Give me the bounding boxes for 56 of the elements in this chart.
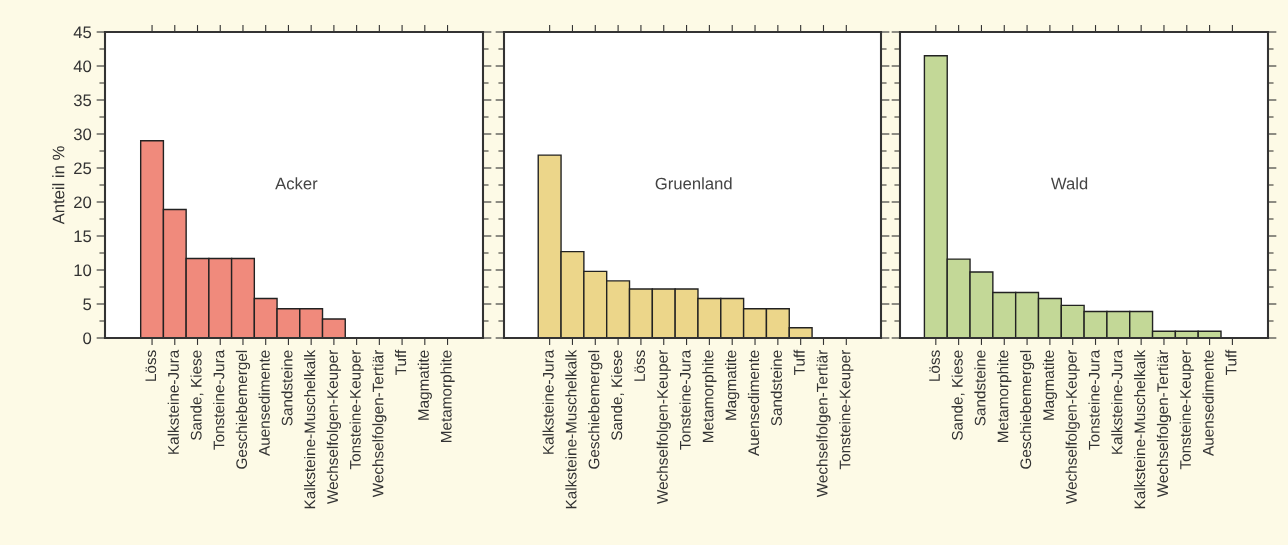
x-tick-label: Tonsteine-Keuper — [1179, 350, 1194, 470]
y-tick-label: 0 — [83, 332, 92, 345]
x-tick-label: Tonsteine-Keuper — [839, 350, 854, 470]
y-tick-label: 15 — [74, 230, 92, 243]
x-tick-label: Sandsteine — [974, 350, 986, 426]
x-tick-label: Löss — [634, 350, 646, 381]
x-tick-label: Wechselfolgen-Tertiär — [372, 350, 387, 498]
y-tick-label: 20 — [74, 196, 92, 209]
y-tick-label: 25 — [74, 162, 92, 175]
x-tick-label: Magmatite — [1042, 350, 1058, 420]
x-tick-label: Tuff — [793, 349, 805, 375]
x-tick-label: Löss — [145, 350, 157, 381]
x-tick-label: Metamorphite — [440, 350, 455, 442]
x-tick-label: Sandsteine — [281, 350, 293, 426]
x-tick-label: Tonsteine-Jura — [679, 349, 691, 450]
annotation: Acker — [275, 177, 318, 190]
x-tick-label: Tonsteine-Keuper — [349, 350, 364, 470]
annotation: Wald — [1050, 177, 1088, 190]
x-tick-label: Wechselfolgen-Keuper — [326, 350, 342, 505]
x-tick-label: Sande, Kiese — [190, 350, 204, 440]
x-tick-label: Sandsteine — [770, 350, 782, 426]
x-tick-label: Auensedimente — [1202, 350, 1214, 456]
x-tick-label: Kalksteine-Muschelkalk — [565, 349, 577, 509]
x-tick-label: Magmatite — [417, 350, 432, 420]
x-tick-label: Geschiebemergel — [1019, 350, 1035, 469]
y-axis-title: Anteil in % — [52, 146, 65, 225]
x-tick-label: Sande, Kiese — [610, 350, 625, 440]
x-tick-label: Auensedimente — [747, 350, 760, 456]
x-tick-label: Kalksteine-Jura — [542, 349, 554, 454]
x-tick-label: Tonsteine-Jura — [213, 349, 225, 450]
x-tick-label: Kalksteine-Jura — [167, 349, 179, 454]
x-tick-label: Metamorphite — [702, 350, 717, 442]
x-tick-label: Löss — [929, 350, 940, 381]
x-tick-label: Kalksteine-Jura — [1111, 349, 1123, 454]
y-tick-label: 45 — [73, 26, 92, 39]
x-tick-label: Wechselfolgen-Tertiär — [816, 350, 831, 498]
x-tick-label: Wechselfolgen-Keuper — [656, 350, 671, 505]
y-tick-label: 35 — [73, 94, 92, 107]
annotation: Gruenland — [655, 177, 732, 190]
x-tick-label: Tuff — [394, 349, 407, 375]
y-tick-label: 40 — [73, 60, 92, 73]
y-tick-label: 30 — [73, 128, 92, 141]
x-tick-label: Sande, Kiese — [951, 350, 965, 440]
x-tick-label: Magmatite — [725, 350, 740, 420]
x-tick-label: Geschiebemergel — [235, 350, 251, 469]
x-tick-label: Wechselfolgen-Keuper — [1065, 350, 1080, 505]
x-tick-label: Metamorphite — [997, 350, 1012, 442]
x-tick-label: Auensedimente — [258, 350, 270, 456]
y-tick-label: 10 — [74, 264, 92, 277]
y-tick-label: 5 — [83, 298, 92, 311]
x-tick-label: Geschiebemergel — [588, 350, 603, 469]
x-tick-label: Tonsteine-Jura — [1088, 349, 1100, 450]
x-tick-label: Tuff — [1225, 349, 1237, 375]
x-tick-label: Kalksteine-Muschelkalk — [304, 349, 316, 509]
x-tick-label: Wechselfolgen-Tertiär — [1156, 350, 1172, 498]
x-tick-label: Kalksteine-Muschelkalk — [1134, 349, 1146, 509]
